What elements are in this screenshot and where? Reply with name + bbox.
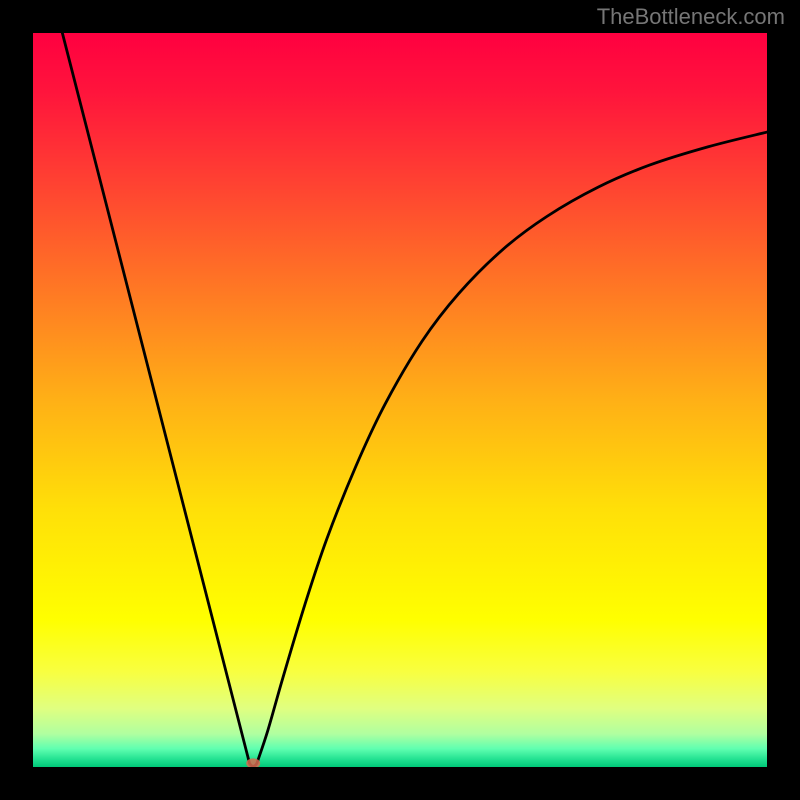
plot-area [33, 33, 767, 767]
watermark-text: TheBottleneck.com [597, 4, 785, 30]
chart-container: TheBottleneck.com [0, 0, 800, 800]
chart-svg [33, 33, 767, 767]
gradient-background [33, 33, 767, 767]
